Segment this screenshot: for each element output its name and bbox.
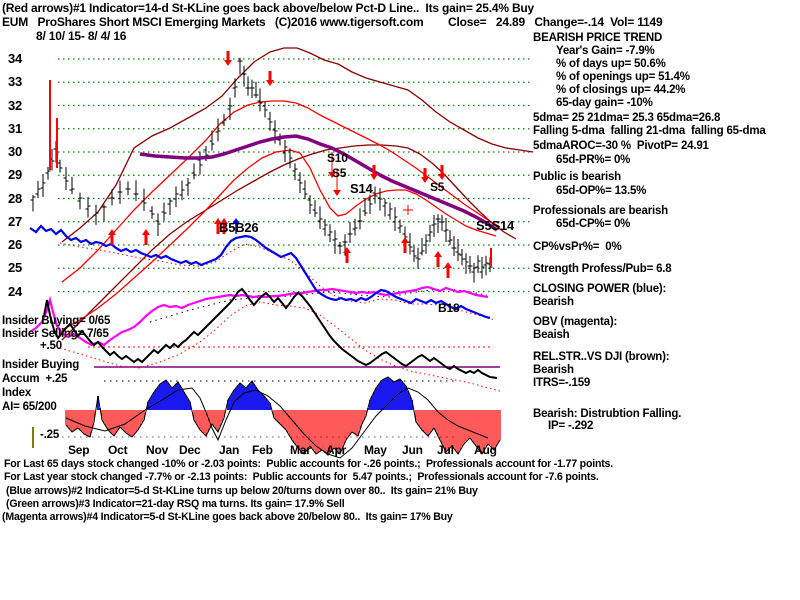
- buy-arrow-up: [142, 229, 150, 245]
- sell-arrow-down: [438, 165, 446, 180]
- sell-arrow-down: [333, 170, 341, 196]
- ai-ma-line: [65, 387, 489, 459]
- upper-band-outer: [61, 47, 534, 243]
- buy-arrow-up: [401, 237, 409, 253]
- sell-arrow-down: [370, 165, 378, 180]
- buy-arrow-up: [220, 218, 228, 234]
- sell-arrow-down: [328, 152, 336, 178]
- sell-arrow-down: [224, 51, 232, 66]
- sell-arrow-down: [421, 168, 429, 183]
- lower-band-outer: [61, 144, 517, 341]
- obv-line: [29, 285, 489, 347]
- accum-index-line: [43, 287, 498, 379]
- buy-arrow-up: [434, 251, 442, 267]
- ma65-line: [139, 134, 498, 232]
- lower-band-inner: [61, 149, 497, 331]
- upper-band-inner: [61, 100, 501, 283]
- closing-power-line: [29, 224, 491, 320]
- buy-arrow-up: [444, 262, 452, 278]
- buy-arrow-up: [214, 218, 222, 234]
- ai-bar-envelope: [65, 376, 501, 456]
- sell-arrow-down: [266, 71, 274, 86]
- buy-arrow-up: [108, 229, 116, 245]
- buy-arrow-up: [343, 247, 351, 263]
- buy-arrow-up: [232, 218, 240, 234]
